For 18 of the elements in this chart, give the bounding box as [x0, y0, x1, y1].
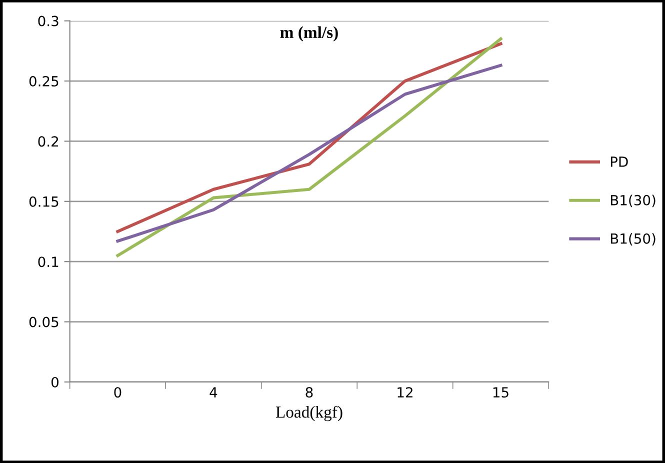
y-tick-label: 0.2 — [38, 136, 58, 147]
chart-title: m (ml/s) — [280, 26, 338, 42]
legend-label: B1(50) — [610, 233, 656, 246]
line-series — [116, 64, 502, 243]
legend-label: B1(30) — [610, 194, 656, 208]
y-tick-label: 0.05 — [29, 316, 58, 328]
y-tick-label: 0 — [51, 376, 58, 388]
x-tick-label: 15 — [493, 387, 508, 398]
y-tick-label: 0.1 — [38, 256, 58, 268]
x-axis-title: Load(kgf) — [276, 406, 342, 422]
y-tick-label: 0.25 — [29, 76, 58, 86]
x-tick-label: 8 — [306, 387, 313, 398]
x-tick-label: 4 — [210, 387, 218, 398]
x-tick-label: 12 — [398, 387, 412, 398]
y-tick-label: 0.15 — [29, 196, 58, 207]
legend-label: PD — [610, 156, 628, 167]
x-tick-label: 0 — [114, 387, 122, 398]
y-tick-label: 0.3 — [38, 16, 58, 26]
